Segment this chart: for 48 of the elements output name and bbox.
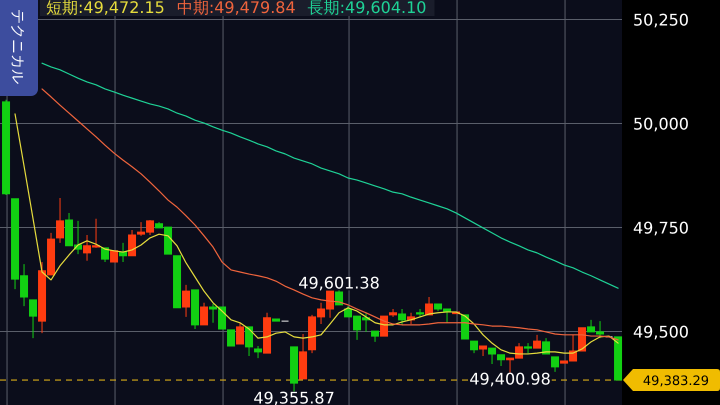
- candlestick: [488, 348, 496, 364]
- candlestick: [110, 250, 118, 263]
- candlestick: [524, 342, 532, 354]
- candlestick: [263, 312, 272, 354]
- line-series: [41, 88, 619, 340]
- candlestick: [299, 333, 308, 380]
- candlestick: [290, 346, 298, 392]
- candlestick: [128, 229, 136, 256]
- candlestick: [398, 308, 406, 326]
- candlestick: [191, 289, 200, 330]
- y-tick-label: 49,500: [633, 322, 689, 342]
- candlestick: [173, 255, 182, 308]
- candlestick: [101, 247, 110, 263]
- candlestick: [542, 338, 550, 354]
- line-series: [14, 113, 619, 355]
- label: 49,400.98: [468, 370, 552, 389]
- candlestick: [551, 356, 560, 372]
- ref-line-label: 49,383.29: [642, 374, 710, 390]
- y-tick-label: 49,750: [633, 218, 689, 238]
- candlestick: [389, 308, 398, 318]
- candlestick: [56, 197, 64, 244]
- candlestick: [497, 354, 506, 367]
- y-tick-label: 50,250: [633, 10, 689, 30]
- candlestick: [119, 242, 128, 263]
- legend: 短期:49,472.15 中期:49,479.84 長期:49,604.10: [40, 0, 434, 17]
- candlestick: [254, 346, 262, 359]
- button-technical: テクニカル: [0, 0, 38, 96]
- candlestick: [470, 340, 478, 354]
- candlestick: [29, 299, 38, 339]
- candlestick: [614, 336, 622, 381]
- y-tick-label: 50,000: [633, 114, 689, 134]
- candlestick: [479, 346, 488, 357]
- annotation: テクニカル: [9, 9, 27, 84]
- candlestick: [335, 288, 344, 306]
- candlestick: [461, 314, 470, 340]
- candlestick: [245, 326, 254, 357]
- line-series: [41, 62, 619, 289]
- candlestick: [371, 330, 380, 342]
- candlestick: [227, 329, 236, 347]
- price-tag: 49,383.29: [623, 369, 720, 392]
- candlestick: [533, 334, 542, 349]
- candlestick: [236, 322, 244, 344]
- candlestick: [182, 284, 190, 318]
- candlestick: [2, 99, 10, 196]
- candlestick: [425, 296, 434, 316]
- candlestick: [272, 318, 280, 322]
- candlestick: [416, 308, 424, 318]
- candlestick: [200, 302, 208, 326]
